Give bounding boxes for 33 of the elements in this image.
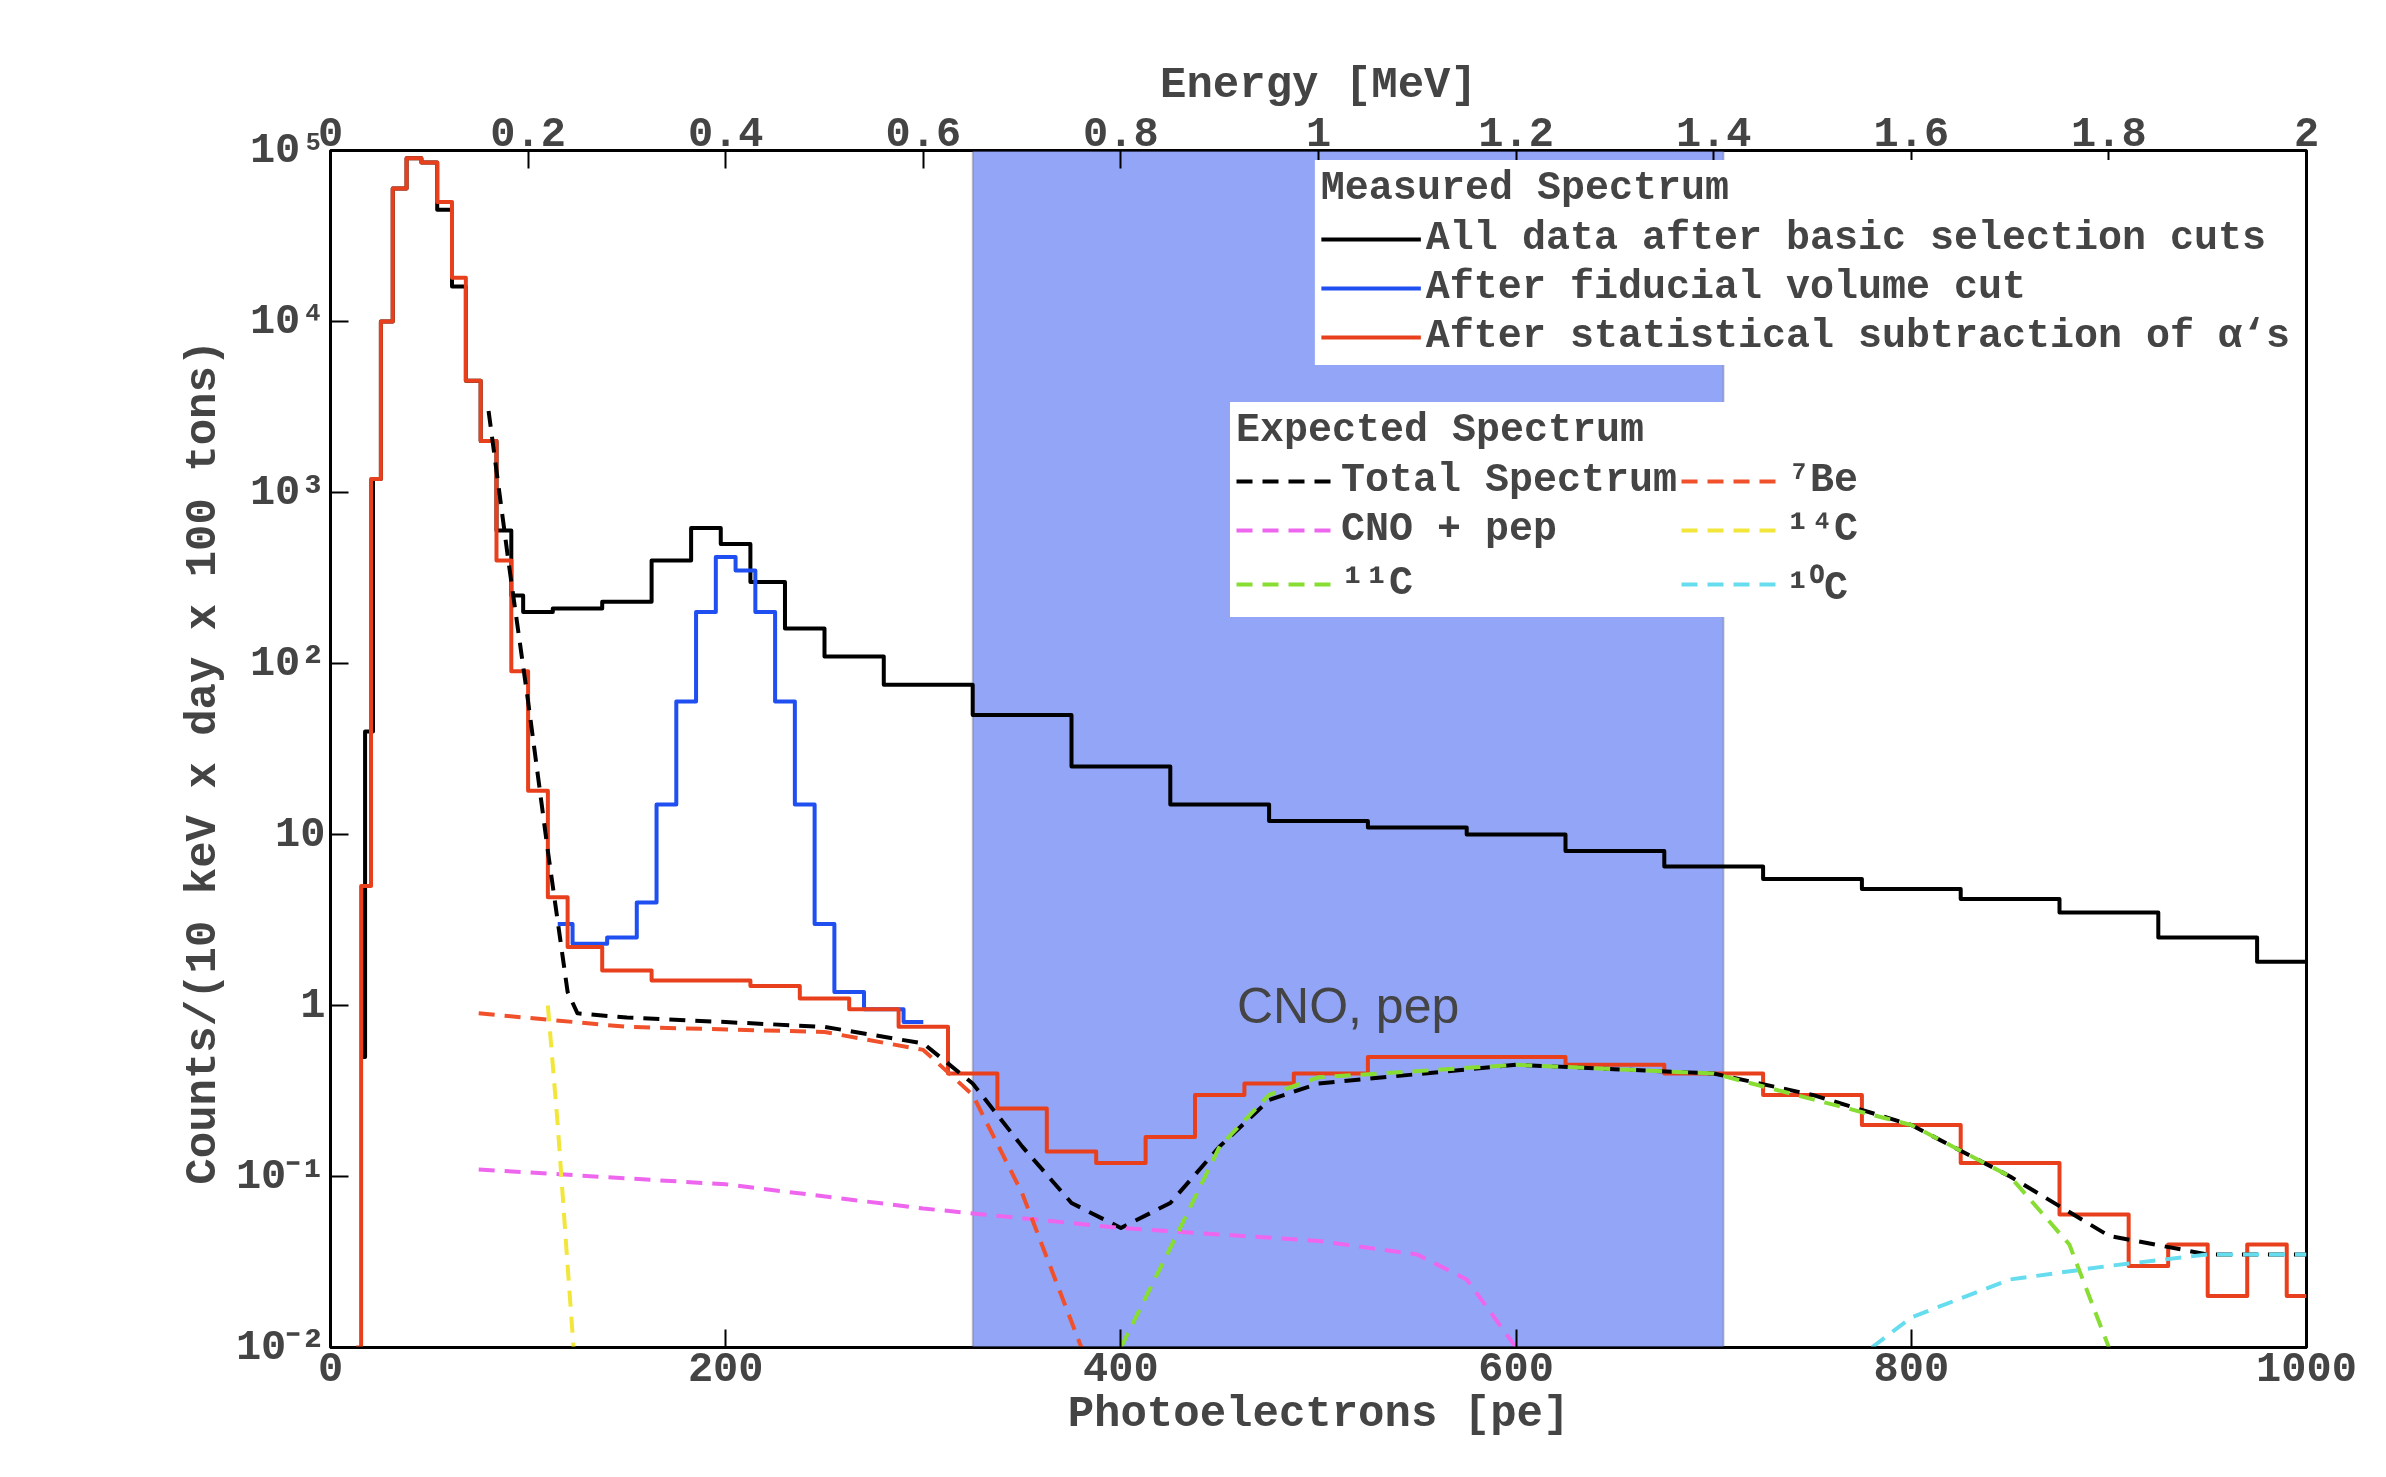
y-tick-label: 10³ xyxy=(249,468,326,517)
x2-tick-label: 1.4 xyxy=(1675,110,1752,159)
x-tick-label: 800 xyxy=(1873,1345,1950,1394)
legend-label: Total Spectrum xyxy=(1341,458,1678,503)
x2-tick-label: 0.8 xyxy=(1083,110,1159,159)
legend-label: After statistical subtraction of α‘s xyxy=(1425,314,2290,359)
y-tick-label: 10⁻¹ xyxy=(235,1152,326,1201)
legend-label: ¹⁴C xyxy=(1786,507,1859,552)
y-tick-label: 10 xyxy=(275,810,326,859)
legend-label: ⁷Be xyxy=(1786,458,1859,503)
x-tick-label: 1000 xyxy=(2256,1345,2357,1394)
legend-label: All data after basic selection cuts xyxy=(1425,216,2266,261)
y-tick-label: 10² xyxy=(249,639,326,688)
x2-tick-label: 1.2 xyxy=(1478,110,1554,159)
x-tick-label: 200 xyxy=(687,1345,764,1394)
y-tick-label: 1 xyxy=(300,981,326,1030)
legend-title: Measured Spectrum xyxy=(1320,166,1730,211)
x2-tick-label: 0.6 xyxy=(885,110,962,159)
x2-tick-label: 1.6 xyxy=(1873,110,1950,159)
legend-label: ¹¹C xyxy=(1341,561,1414,606)
x2-axis-title: Energy [MeV] xyxy=(1160,59,1477,110)
x2-tick-label: 1 xyxy=(1305,110,1332,159)
y-tick-label: 10⁴ xyxy=(249,297,326,346)
annotation: Expected Spectrum xyxy=(1236,408,1646,453)
band-label: CNO, pep xyxy=(1236,977,1460,1034)
y-axis-title: Counts/(10 keV x day x 100 tons) xyxy=(177,339,228,1185)
x2-tick-label: 1.8 xyxy=(2071,110,2147,159)
legend-label: CNO + pep xyxy=(1341,507,1558,552)
x2-tick-label: 0.4 xyxy=(687,110,764,159)
legend-label: After fiducial volume cut xyxy=(1425,265,2026,310)
x2-tick-label: 2 xyxy=(2293,110,2320,159)
x2-tick-label: 0.2 xyxy=(490,110,566,159)
legend-label: ¹⁰C xyxy=(1786,563,1849,611)
